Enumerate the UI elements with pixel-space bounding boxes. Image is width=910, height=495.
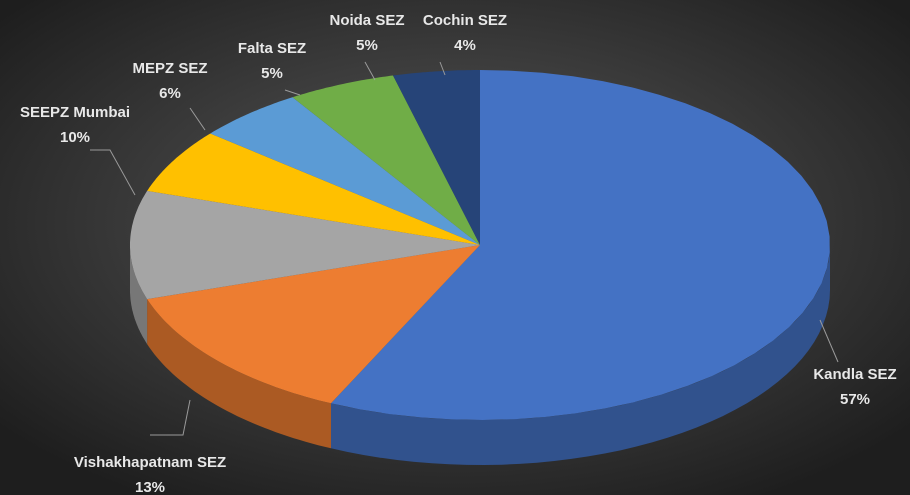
value-label: 6%: [159, 85, 181, 102]
value-label: 4%: [454, 37, 476, 54]
slice-side: [331, 245, 830, 465]
value-label: 57%: [840, 391, 870, 408]
value-label: 10%: [60, 129, 90, 146]
value-label: 13%: [135, 479, 165, 495]
leader-line: [150, 399, 191, 436]
category-label: Vishakhapatnam SEZ: [74, 454, 226, 471]
leader-line: [284, 89, 301, 96]
leader-line: [439, 61, 446, 76]
value-label: 5%: [261, 65, 283, 82]
leader-line: [189, 107, 206, 131]
slice: [147, 245, 480, 404]
category-label: Falta SEZ: [238, 40, 306, 57]
slice-side: [130, 245, 148, 345]
slice: [147, 133, 480, 245]
leader-line: [90, 149, 136, 196]
slice: [292, 75, 480, 245]
category-label: Noida SEZ: [329, 12, 404, 29]
category-label: SEEPZ Mumbai: [20, 104, 130, 121]
leader-line: [364, 61, 376, 81]
category-label: MEPZ SEZ: [132, 60, 207, 77]
category-label: Cochin SEZ: [423, 12, 507, 29]
slice: [130, 190, 480, 300]
slice: [331, 70, 830, 420]
value-label: 5%: [356, 37, 378, 54]
slice: [210, 97, 481, 245]
slice-side: [147, 299, 331, 449]
category-label: Kandla SEZ: [813, 366, 896, 383]
slice: [393, 70, 480, 245]
leader-line: [819, 319, 839, 363]
